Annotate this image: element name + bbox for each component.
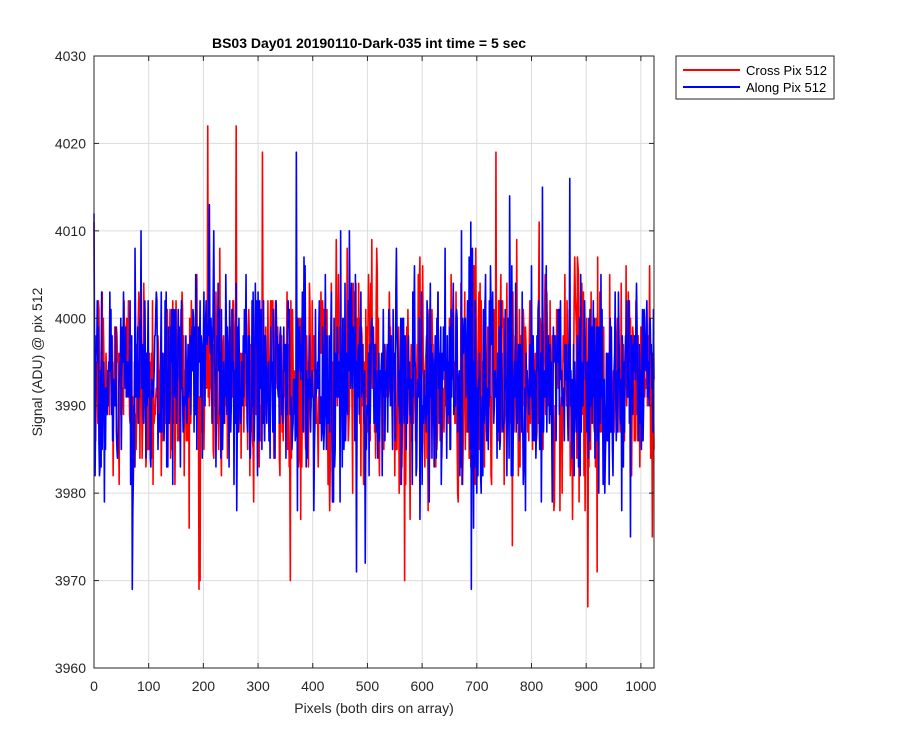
x-tick-label: 0 xyxy=(90,678,98,694)
ticks xyxy=(93,55,654,669)
x-tick-label: 100 xyxy=(137,678,161,694)
legend-label-along: Along Pix 512 xyxy=(746,80,826,95)
legend-label-cross: Cross Pix 512 xyxy=(746,63,827,78)
x-tick-label: 900 xyxy=(575,678,599,694)
y-tick-label: 3990 xyxy=(55,398,86,414)
legend-box xyxy=(675,55,835,100)
x-tick-label: 1000 xyxy=(625,678,656,694)
y-tick-label: 4020 xyxy=(55,135,86,151)
y-tick-label: 3980 xyxy=(55,485,86,501)
x-tick-label: 700 xyxy=(465,678,489,694)
y-tick-label: 4030 xyxy=(55,48,86,64)
x-tick-label: 800 xyxy=(520,678,544,694)
x-axis-label: Pixels (both dirs on array) xyxy=(294,700,454,716)
y-tick-label: 4010 xyxy=(55,223,86,239)
series-layer xyxy=(93,125,655,608)
y-tick-labels: 3960 3970 3980 3990 4000 4010 4020 4030 xyxy=(55,48,86,676)
x-tick-label: 200 xyxy=(192,678,216,694)
y-tick-label: 3970 xyxy=(55,573,86,589)
y-axis-label: Signal (ADU) @ pix 512 xyxy=(29,287,45,436)
x-tick-label: 500 xyxy=(356,678,380,694)
x-tick-label: 400 xyxy=(301,678,325,694)
y-tick-label: 3960 xyxy=(55,660,86,676)
chart-title: BS03 Day01 20190110-Dark-035 int time = … xyxy=(212,35,526,51)
legend: Cross Pix 512 Along Pix 512 xyxy=(675,55,835,100)
series-line-along-pix-512 xyxy=(93,151,655,591)
x-tick-label: 300 xyxy=(246,678,270,694)
y-tick-label: 4000 xyxy=(55,310,86,326)
axes-box xyxy=(93,55,655,669)
x-tick-labels: 0 100 200 300 400 500 600 700 800 900 1000 xyxy=(90,678,657,694)
x-tick-label: 600 xyxy=(410,678,434,694)
